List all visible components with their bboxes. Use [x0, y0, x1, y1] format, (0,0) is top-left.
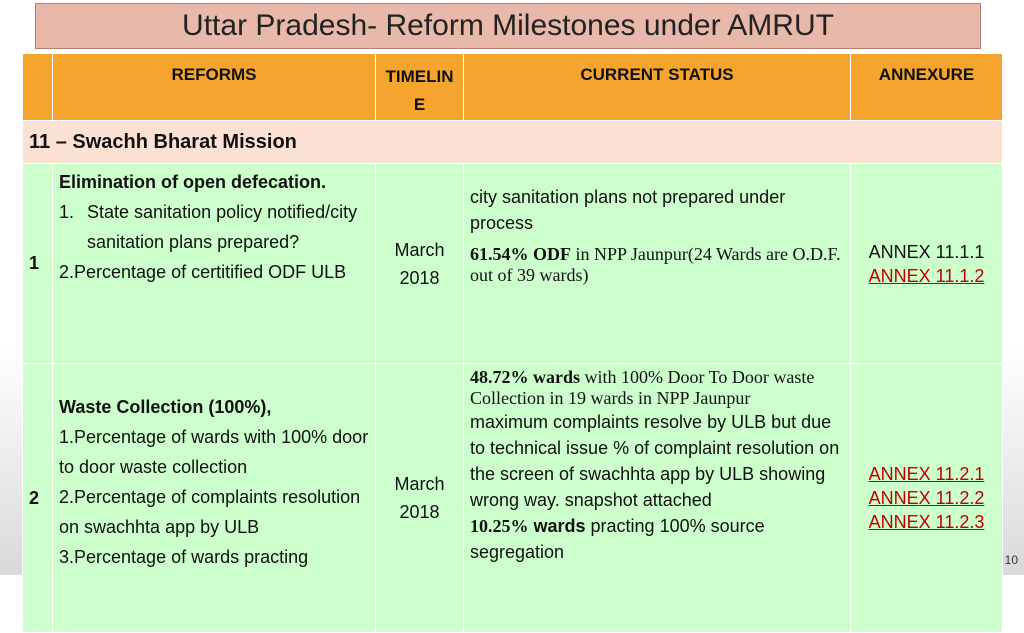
status-text: in NPP Jaunpur(24 Wards are O.D.F. out o… — [470, 244, 841, 285]
item-text: Percentage of wards with 100% door to do… — [59, 427, 369, 477]
reform-item: 1.Percentage of wards with 100% door to … — [59, 422, 369, 482]
status-cell: city sanitation plans not prepared under… — [463, 163, 851, 364]
status-note: city sanitation plans not prepared under… — [470, 187, 786, 233]
slide-title: Uttar Pradesh- Reform Milestones under A… — [35, 3, 981, 49]
item-marker: 1. — [59, 427, 75, 447]
row-number: 2 — [22, 363, 53, 633]
row: 1 Elimination of open defecation. 1. Stat… — [22, 163, 1003, 364]
header-cell — [22, 53, 53, 121]
status-bold: 61.54% ODF — [470, 244, 571, 264]
header-cell: ANNEXURE — [850, 53, 1003, 121]
reform-cell: Waste Collection (100%), 1.Percentage of… — [52, 363, 376, 633]
section-row: 11 – Swachh Bharat Mission — [22, 120, 1003, 164]
row: 2 Waste Collection (100%), 1.Percentage … — [22, 363, 1003, 633]
item-text: State sanitation policy notified/city sa… — [87, 202, 358, 252]
annex-cell: ANNEX 11.1.1 ANNEX 11.1.2 — [850, 163, 1003, 364]
item-marker: 1. — [59, 202, 75, 222]
status-cell: 48.72% wards with 100% Door To Door wast… — [463, 363, 851, 633]
item-text: Percentage of certitified ODF ULB — [74, 262, 347, 282]
header-cell: TIMELINE — [375, 53, 464, 121]
status-bold: 48.72% wards — [470, 367, 581, 387]
status-text: practing 100% source segregation — [470, 516, 765, 562]
reform-item: 1. State sanitation policy notified/city … — [59, 197, 369, 257]
annex-link[interactable]: ANNEX 11.2.1 — [868, 464, 985, 484]
annex: ANNEX 11.1.1 — [868, 241, 985, 262]
header-row: REFORMS TIMELINE CURRENT STATUS ANNEXURE — [22, 53, 1003, 121]
annex-link[interactable]: ANNEX 11.2.2 — [868, 488, 985, 508]
page-number: 10 — [1004, 553, 1018, 567]
reform-item: 2.Percentage of complaints resolution on… — [59, 482, 369, 542]
annex-link[interactable]: ANNEX 11.2.3 — [868, 512, 985, 532]
header-cell: REFORMS — [52, 53, 376, 121]
header-cell: CURRENT STATUS — [463, 53, 851, 121]
status-detail: 61.54% ODF in NPP Jaunpur(24 Wards are O… — [470, 244, 844, 286]
annex-cell: ANNEX 11.2.1 ANNEX 11.2.2 ANNEX 11.2.3 — [850, 363, 1003, 633]
item-marker: 2. — [59, 487, 75, 507]
reform-cell: Elimination of open defecation. 1. State … — [52, 163, 376, 364]
row-number: 1 — [22, 163, 53, 364]
item-marker: 2. — [59, 262, 75, 282]
reform-title: Waste Collection (100%), — [59, 397, 272, 417]
item-text: Percentage of wards practing — [74, 547, 309, 567]
section-title: 11 – Swachh Bharat Mission — [22, 120, 1003, 164]
reform-item: 3.Percentage of wards practing — [59, 542, 369, 572]
status-detail: 10.25% wards practing 100% source segreg… — [470, 513, 844, 565]
status-note: maximum complaints resolve by ULB but du… — [470, 412, 840, 510]
reform-item: 2.Percentage of certitified ODF ULB — [59, 257, 369, 287]
item-marker: 3. — [59, 547, 75, 567]
status-detail: 48.72% wards with 100% Door To Door wast… — [470, 367, 844, 409]
status-text: with 100% Door To Door waste Collection … — [470, 367, 815, 408]
status-bold: 10.25% — [470, 516, 529, 536]
timeline: March 2018 — [375, 363, 464, 633]
reform-table: REFORMS TIMELINE CURRENT STATUS ANNEXURE… — [22, 53, 1003, 633]
reform-title: Elimination of open defecation. — [59, 172, 327, 192]
annex-link[interactable]: ANNEX 11.1.2 — [868, 265, 985, 286]
item-text: Percentage of complaints resolution on s… — [59, 487, 361, 537]
status-bold: wards — [528, 516, 586, 536]
timeline: March 2018 — [375, 163, 464, 364]
